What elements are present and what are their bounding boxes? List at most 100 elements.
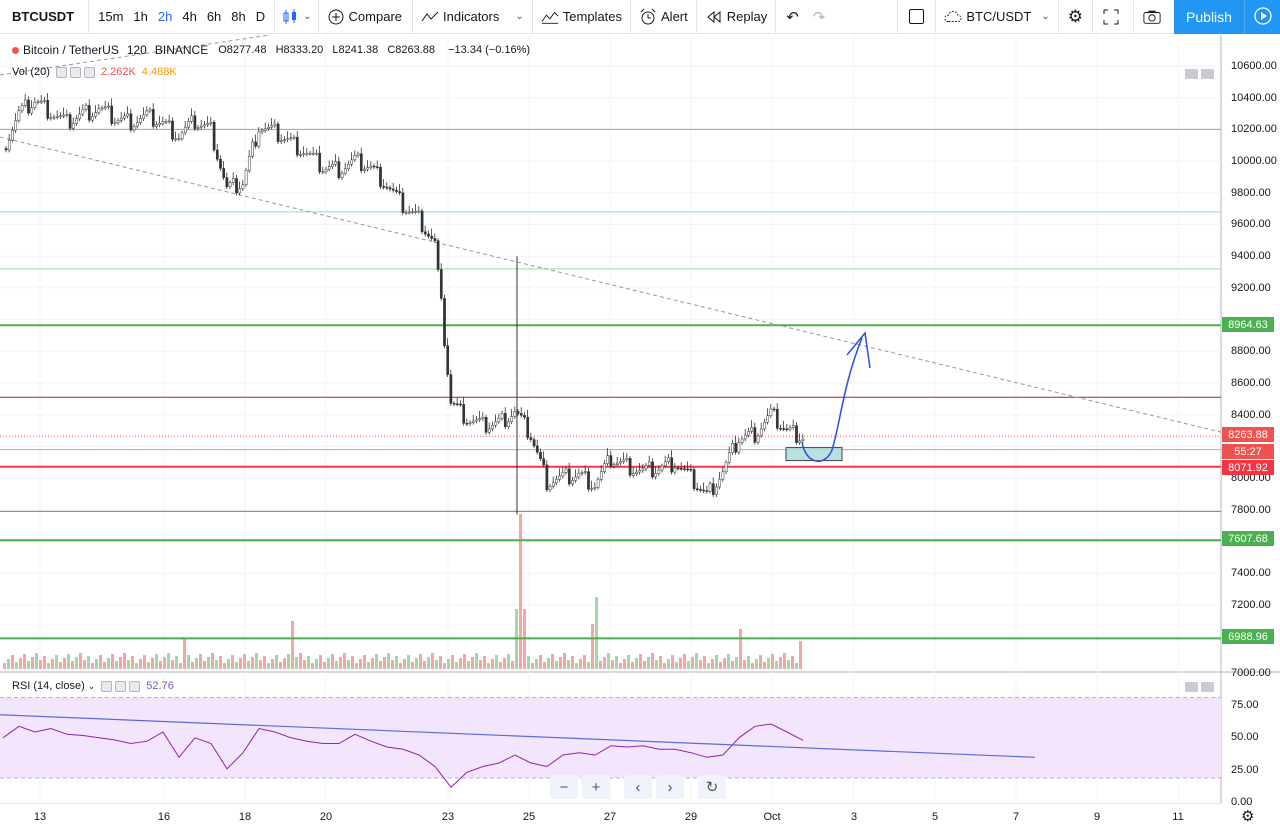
legend-close: C8263.88 — [387, 44, 436, 56]
close-icon[interactable] — [83, 66, 95, 78]
rsi-legend: RSI (14, close) ⌄ 52.76 — [12, 680, 174, 692]
volume-value: 2.262K — [100, 66, 136, 78]
maximize-pane-icon[interactable] — [1201, 682, 1214, 692]
scroll-right-button[interactable]: › — [656, 775, 684, 799]
volume-bar — [231, 655, 234, 669]
candle-body — [203, 124, 206, 127]
volume-bar — [543, 662, 546, 669]
gear-icon[interactable] — [115, 680, 127, 692]
alert-button[interactable]: Alert — [631, 0, 696, 34]
divider — [274, 0, 276, 34]
candle-body — [350, 159, 354, 165]
chart-type-button[interactable]: ⌄ — [275, 0, 317, 34]
volume-bar — [567, 660, 570, 669]
timeframe-6h[interactable]: 6h — [206, 9, 222, 24]
volume-legend-name[interactable]: Vol (20) — [12, 66, 50, 78]
settings-button[interactable]: ⚙ — [1059, 0, 1092, 34]
timeframe-2h[interactable]: 2h — [157, 9, 173, 24]
volume-bar — [107, 658, 110, 669]
saved-layout-button[interactable]: BTC/USDT ⌄ — [936, 0, 1057, 34]
volume-bar — [203, 661, 206, 669]
candle-body — [398, 191, 402, 194]
scroll-left-button[interactable]: ‹ — [624, 775, 652, 799]
volume-bar — [311, 663, 314, 669]
templates-button[interactable]: Templates — [533, 0, 630, 34]
candle-body — [689, 468, 693, 471]
candle-body — [535, 445, 539, 453]
symbol-search[interactable]: BTCUSDT — [12, 9, 75, 24]
candle-body — [497, 418, 501, 423]
candle-body — [619, 461, 622, 464]
volume-bar — [287, 654, 290, 669]
candle-body — [100, 107, 104, 110]
play-button[interactable] — [1244, 0, 1280, 34]
timeframe-1h[interactable]: 1h — [133, 9, 148, 24]
layout-button[interactable] — [898, 0, 935, 34]
candle-body — [215, 149, 219, 160]
indicators-button[interactable]: Indicators ⌄ — [413, 0, 532, 34]
time-tick: 3 — [850, 811, 858, 823]
timeframe-4h[interactable]: 4h — [182, 9, 197, 24]
snapshot-button[interactable] — [1134, 0, 1174, 34]
candle-body — [196, 127, 200, 129]
time-axis[interactable] — [0, 803, 1221, 834]
time-tick: 27 — [603, 811, 617, 823]
volume-bar — [91, 663, 94, 669]
price-tick: 8400.00 — [1231, 409, 1271, 421]
candle-body — [244, 170, 248, 185]
price-axis[interactable]: 10600.00 10400.00 10200.00 10000.00 9800… — [1221, 35, 1280, 808]
volume-bar — [627, 655, 630, 669]
volume-bar — [303, 660, 306, 669]
volume-bar — [439, 656, 442, 669]
candle-body — [97, 108, 101, 113]
main-pane-buttons — [1182, 69, 1214, 79]
close-icon[interactable] — [129, 680, 141, 692]
zoom-out-button[interactable]: − — [550, 775, 578, 799]
volume-bar — [655, 660, 658, 669]
candle-body — [289, 137, 293, 140]
candle-body — [663, 461, 667, 467]
chart-area[interactable]: Bitcoin / TetherUS 120 BINANCE O8277.48 … — [0, 35, 1280, 834]
volume-bar — [787, 660, 790, 669]
volume-bar — [375, 654, 378, 669]
candle-body — [609, 455, 613, 467]
divider — [1092, 0, 1093, 34]
legend-title[interactable]: Bitcoin / TetherUS — [23, 43, 119, 57]
fullscreen-icon — [1102, 8, 1120, 26]
volume-bar — [771, 654, 774, 669]
rsi-legend-name[interactable]: RSI (14, close) — [12, 680, 85, 692]
reset-chart-button[interactable]: ↻ — [698, 775, 726, 799]
eye-icon[interactable] — [101, 680, 113, 692]
timeframe-15m[interactable]: 15m — [98, 9, 124, 24]
volume-bar — [7, 659, 10, 669]
candle-body — [423, 231, 427, 235]
undo-button[interactable]: ↶ — [776, 0, 805, 34]
gear-icon[interactable] — [69, 66, 81, 78]
timeframe-8h[interactable]: 8h — [231, 9, 246, 24]
publish-button[interactable]: Publish — [1174, 0, 1244, 34]
redo-button[interactable]: ↷ — [805, 0, 834, 34]
time-tick: 20 — [319, 811, 333, 823]
zoom-in-button[interactable]: + — [582, 775, 610, 799]
fullscreen-button[interactable] — [1093, 0, 1133, 34]
eye-icon[interactable] — [55, 66, 67, 78]
candle-body — [555, 479, 558, 484]
compare-button[interactable]: Compare — [319, 0, 412, 34]
volume-bar — [151, 658, 154, 669]
candle-body — [33, 102, 37, 108]
candle-body — [84, 105, 88, 110]
volume-bar — [39, 660, 42, 669]
volume-bar — [219, 656, 222, 669]
divider — [531, 0, 533, 34]
maximize-pane-icon[interactable] — [1201, 69, 1214, 79]
price-chart[interactable] — [0, 35, 1280, 834]
timeframe-d[interactable]: D — [255, 9, 266, 24]
candle-body — [532, 439, 536, 447]
volume-bar — [263, 656, 266, 669]
axis-settings-button[interactable]: ⚙ — [1241, 807, 1254, 825]
chevron-down-icon[interactable]: ⌄ — [87, 680, 96, 691]
replay-button[interactable]: Replay — [697, 0, 775, 34]
collapse-pane-icon[interactable] — [1185, 69, 1198, 79]
move-up-icon[interactable] — [1185, 682, 1198, 692]
volume-bar — [367, 662, 370, 669]
